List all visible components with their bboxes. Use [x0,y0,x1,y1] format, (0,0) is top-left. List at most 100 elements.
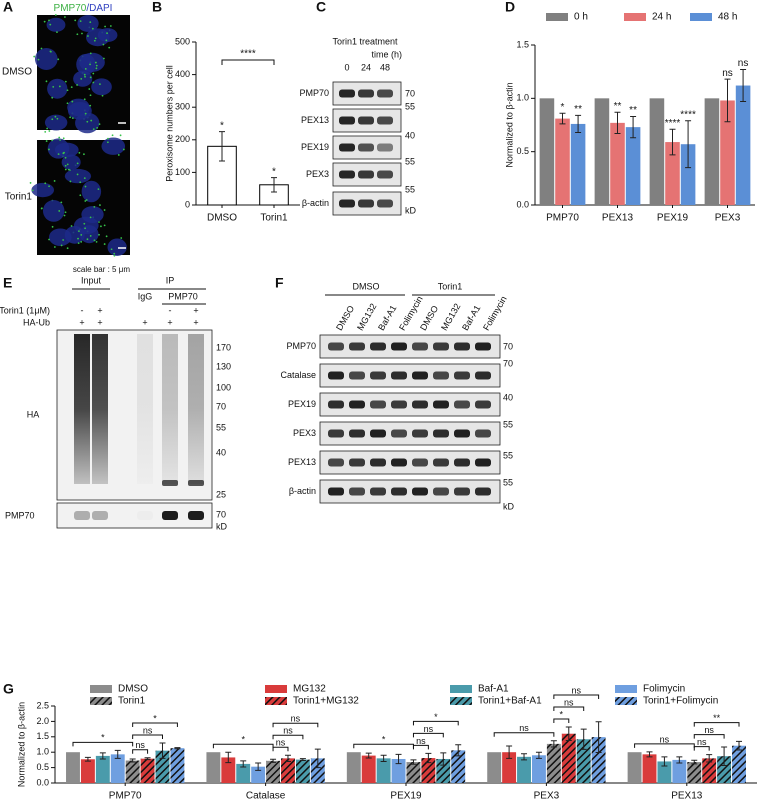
significance-bracket [412,720,459,726]
row-label: HA [27,409,40,419]
bar [570,123,586,205]
bar [657,761,672,783]
bar [717,756,732,783]
significance-label: ns [738,58,749,69]
peroxisome [108,46,111,49]
error-bar [380,754,387,762]
blot-band [349,458,365,467]
condition-value: - [169,305,172,315]
significance-label: ns [424,724,434,734]
peroxisome [52,86,55,88]
nucleus [64,225,85,244]
significance-label: ns [143,725,153,735]
group-label: Input [81,275,102,285]
x-tick-label: PEX13 [602,213,634,224]
row-label: Catalase [280,370,316,380]
peroxisome [53,180,56,182]
peroxisome [101,94,104,97]
y-axis-label: Peroxisome numbers per cell [164,65,174,182]
blot-subtitle: time (h) [371,49,402,59]
blot-band [349,371,365,380]
blot-band [454,342,470,351]
blot-band [358,116,374,125]
peroxisome [77,242,80,245]
peroxisome [89,76,92,79]
peroxisome [48,185,50,188]
legend-label: Torin1 [118,696,146,707]
peroxisome [105,235,108,238]
significance-label: ns [571,685,581,695]
x-tick-label: Torin1 [260,213,288,224]
condition-value: + [167,317,172,327]
significance-label: ns [416,736,426,746]
peroxisome [64,80,67,83]
peroxisome [66,247,69,250]
y-tick-label: 2.0 [36,716,49,726]
significance-bracket [272,734,304,740]
peroxisome [53,246,56,248]
error-bar [506,745,513,759]
nucleus [44,114,68,131]
blot-band [328,429,344,438]
blot-smear [137,334,153,484]
peroxisome [90,119,93,122]
blot-band [377,199,393,208]
peroxisome [106,32,108,35]
peroxisome [37,58,40,61]
stain-blue: /DAPI [86,3,112,14]
blot-band [74,511,90,520]
peroxisome [89,235,92,237]
peroxisome [83,222,86,225]
stain-green: PMP70 [54,3,87,14]
bar [610,122,625,205]
blot-strip [319,479,501,504]
peroxisome [64,164,67,167]
peroxisome [92,128,95,131]
error-bar [299,758,306,762]
legend-swatch [624,13,646,21]
legend-label: Torin1+Folimycin [643,696,718,707]
row-label: Torin1 [5,192,33,203]
error-bar [395,753,402,765]
panel-letter: A [3,0,13,15]
blot-band [433,400,449,409]
peroxisome [97,188,100,191]
significance-label: ns [722,68,733,79]
blot-band [328,458,344,467]
peroxisome [49,50,52,53]
peroxisome [94,61,97,64]
legend-label: Baf-A1 [478,684,509,695]
peroxisome [79,181,82,184]
peroxisome [58,85,61,88]
peroxisome [64,16,66,18]
nucleus [81,206,104,224]
bar [361,755,376,783]
bar [539,98,555,205]
bar [451,750,466,783]
bar [665,142,680,205]
significance-label: ns [660,734,670,744]
x-tick-label: PMP70 [546,213,579,224]
significance-bracket [553,694,600,699]
blot-band [433,487,449,496]
bar [436,758,451,783]
peroxisome [105,39,108,42]
peroxisome [45,140,48,142]
peroxisome [84,200,87,202]
nucleus [34,48,58,70]
x-tick-label: PEX19 [390,791,422,802]
error-bar [440,752,447,766]
significance-label: ns [519,723,529,733]
bar [80,759,95,783]
peroxisome [70,86,73,88]
blot-band [370,458,386,467]
y-axis-label: Normalized to β-actin [16,702,26,787]
mw-marker: 55 [405,184,415,194]
error-bar [425,752,432,764]
row-label: PEX3 [306,169,329,179]
peroxisome [64,168,67,171]
peroxisome [71,100,74,103]
significance-bracket [132,734,163,739]
blot-band [454,400,470,409]
bar [406,762,421,783]
